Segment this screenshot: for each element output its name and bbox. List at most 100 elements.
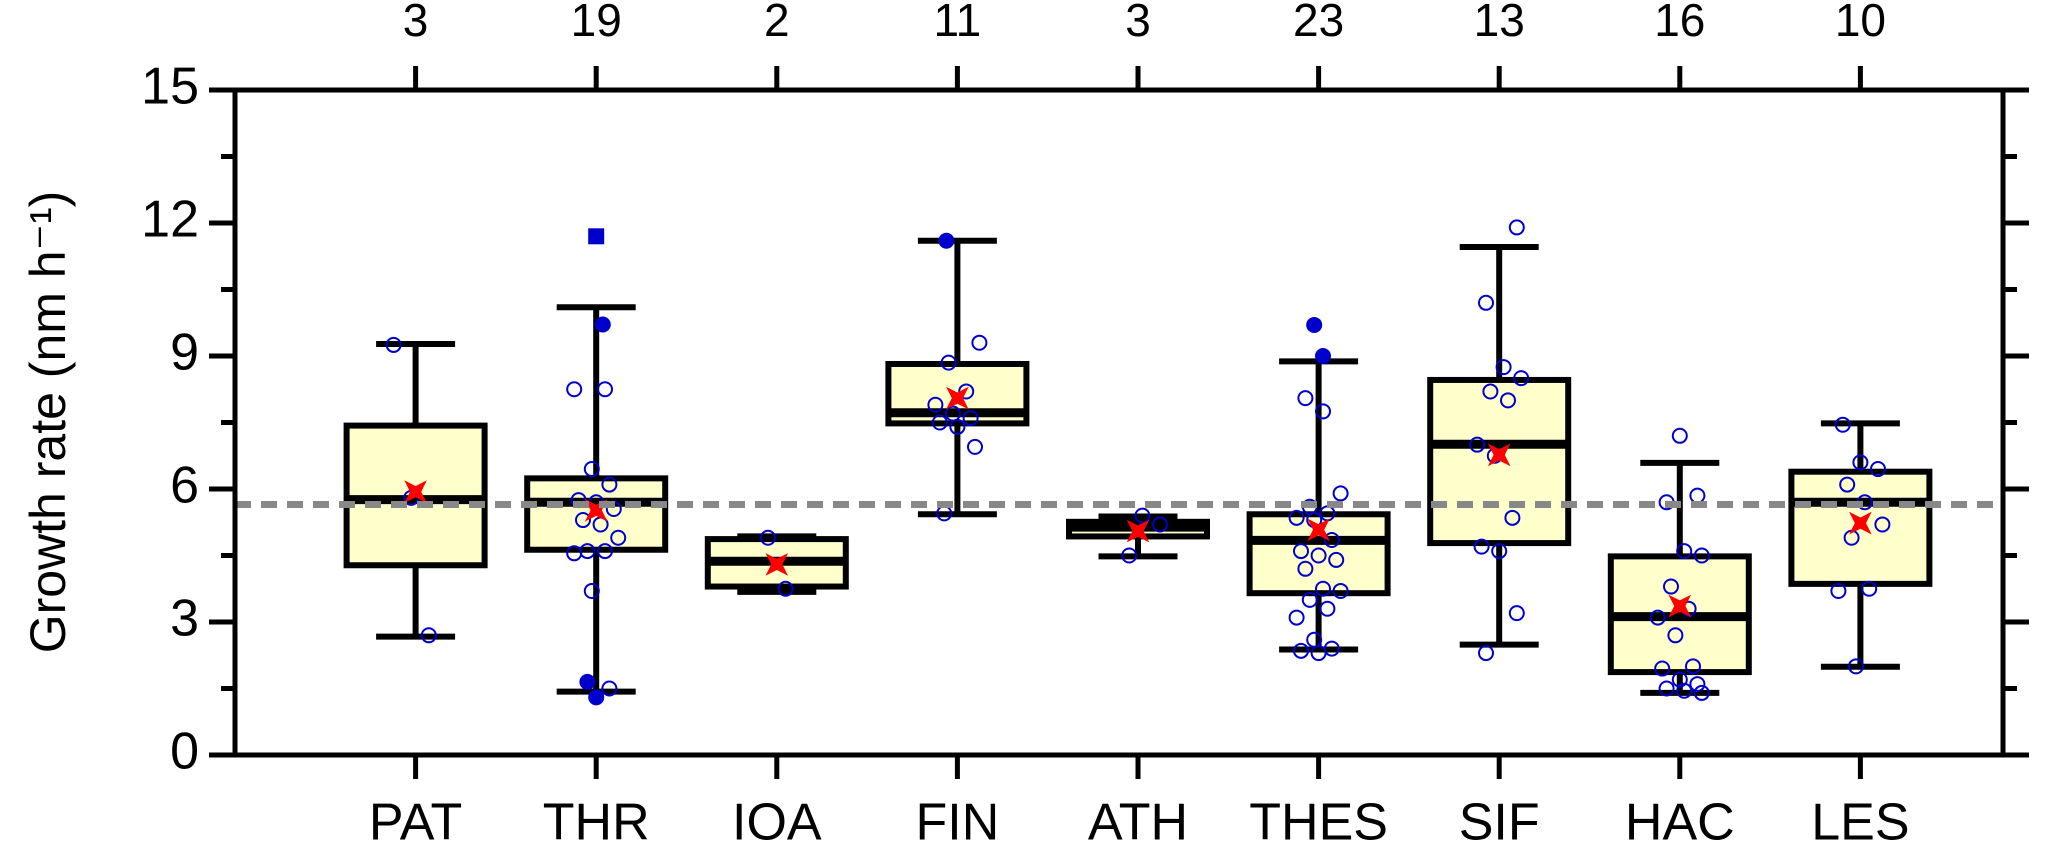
mean-marker (404, 480, 427, 503)
data-point (1513, 370, 1530, 387)
data-point (1508, 605, 1525, 622)
data-point (1508, 219, 1525, 236)
data-point (1671, 427, 1688, 444)
data-point (1323, 531, 1340, 548)
data-point (1658, 680, 1675, 697)
x-tick-label: LES (1811, 794, 1909, 850)
data-point (1667, 627, 1684, 644)
mean-marker (765, 553, 789, 576)
data-point (1121, 547, 1138, 564)
x-tick-label: HAC (1625, 794, 1735, 850)
data-point (967, 438, 983, 455)
data-point (566, 545, 583, 562)
data-point (1288, 509, 1305, 526)
data-point (1830, 582, 1847, 599)
data-point (1839, 476, 1856, 493)
count-label: 11 (934, 0, 982, 46)
data-point (958, 383, 975, 400)
outlier (579, 673, 596, 690)
data-point (1654, 660, 1671, 677)
count-label: 2 (764, 0, 790, 46)
mean-marker (1487, 443, 1511, 467)
outlier (1306, 316, 1323, 333)
data-point (760, 529, 776, 546)
data-point (601, 680, 618, 697)
data-point (597, 543, 613, 560)
data-point (949, 418, 966, 435)
data-point (583, 582, 600, 599)
data-point (1332, 485, 1349, 502)
data-point (1328, 551, 1345, 568)
data-point (1848, 658, 1864, 675)
data-point (1288, 609, 1305, 626)
data-point (575, 512, 591, 529)
x-tick-label: THR (543, 794, 650, 850)
data-point (1473, 538, 1490, 555)
count-label: 23 (1293, 0, 1344, 46)
data-point (1500, 392, 1516, 409)
y-tick-label: 0 (170, 723, 199, 781)
data-point (1478, 645, 1494, 662)
y-tick-label: 6 (170, 457, 199, 515)
plot-frame (232, 87, 2006, 758)
data-point (597, 381, 613, 398)
data-point (1663, 578, 1679, 595)
data-point (1469, 436, 1486, 453)
data-point (601, 476, 618, 493)
data-point (1319, 600, 1336, 617)
data-point (777, 580, 794, 597)
data-point (1834, 416, 1851, 433)
y-tick-label: 3 (170, 590, 199, 648)
data-point (1478, 294, 1494, 311)
data-point (962, 410, 979, 427)
data-point (1861, 580, 1878, 597)
data-point (1134, 507, 1151, 524)
mean-marker (1849, 511, 1872, 535)
mean-marker (1668, 594, 1692, 618)
data-point (1693, 547, 1710, 564)
x-tick-label: PAT (369, 794, 462, 850)
data-point (1315, 403, 1331, 420)
y-tick-label: 12 (141, 191, 199, 249)
data-point (1293, 642, 1309, 659)
data-point (566, 381, 583, 398)
count-label: 10 (1835, 0, 1886, 46)
data-point (1689, 676, 1706, 693)
data-point (1504, 509, 1521, 526)
extreme (588, 228, 605, 245)
data-point (1332, 582, 1349, 599)
data-point (1482, 383, 1499, 400)
x-tick-label: SIF (1459, 794, 1540, 850)
data-point (610, 529, 627, 546)
count-label: 19 (571, 0, 622, 46)
data-point (1293, 543, 1309, 560)
outlier (938, 232, 955, 249)
data-point (1310, 645, 1327, 662)
data-point (1315, 580, 1331, 597)
data-point (1495, 359, 1512, 376)
data-point (1676, 543, 1693, 560)
x-tick-label: THES (1249, 794, 1388, 850)
count-label: 13 (1474, 0, 1525, 46)
data-point (1870, 461, 1886, 478)
mean-marker (1307, 518, 1330, 542)
data-point (583, 461, 600, 478)
y-tick-label: 15 (141, 58, 199, 116)
outlier (1315, 348, 1331, 364)
data-point (1301, 591, 1318, 608)
data-point (971, 334, 988, 351)
data-point (940, 354, 957, 371)
count-label: 3 (403, 0, 429, 46)
data-point (1152, 516, 1168, 533)
data-point (385, 336, 402, 353)
data-point (1676, 682, 1693, 699)
x-tick-label: ATH (1088, 794, 1188, 850)
mean-marker (946, 386, 969, 410)
data-point (931, 414, 948, 431)
count-label: 16 (1654, 0, 1705, 46)
count-label: 3 (1125, 0, 1151, 46)
data-point (1297, 560, 1314, 577)
x-tick-label: IOA (732, 794, 822, 850)
data-point (1852, 454, 1869, 471)
